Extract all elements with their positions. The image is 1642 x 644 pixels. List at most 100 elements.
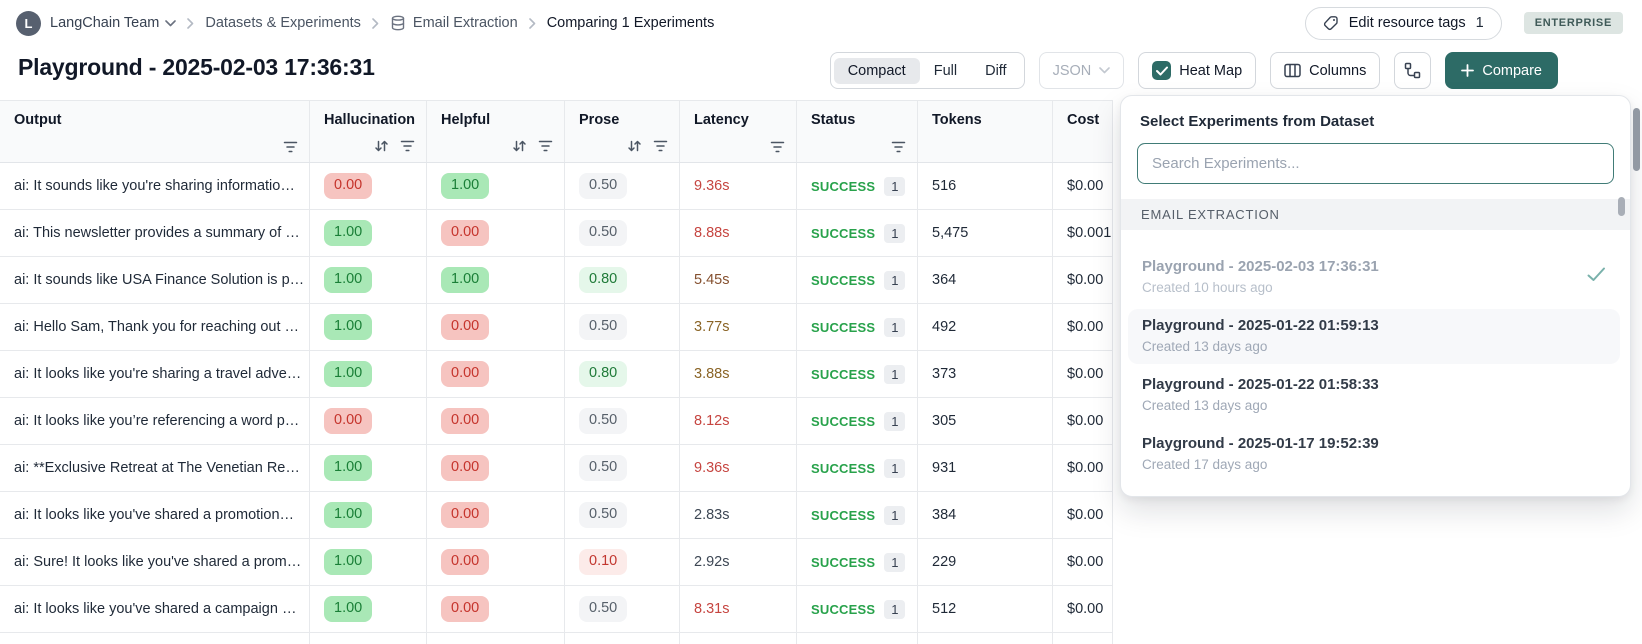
cost-cell[interactable]: $0.00: [1053, 586, 1113, 632]
helpful-cell[interactable]: 0.00: [427, 351, 565, 397]
status-cell[interactable]: SUCCESS 1: [797, 163, 918, 209]
output-cell[interactable]: ai: Sure! It looks like you've shared a …: [0, 539, 310, 585]
latency-cell[interactable]: 8.12s: [680, 398, 797, 444]
experiment-list-item[interactable]: Playground - 2025-02-03 17:36:31 Created…: [1128, 250, 1620, 305]
experiment-list-item[interactable]: Playground - 2025-01-17 19:52:39 Created…: [1128, 427, 1620, 482]
latency-cell[interactable]: 2.83s: [680, 492, 797, 538]
cost-cell[interactable]: $0.00: [1053, 492, 1113, 538]
table-row[interactable]: ai: This newsletter provides a summary o…: [0, 210, 1113, 257]
hallucination-cell[interactable]: 1.00: [310, 492, 427, 538]
sort-icon[interactable]: [374, 139, 389, 153]
hallucination-cell[interactable]: 0.00: [310, 163, 427, 209]
column-header-cost[interactable]: Cost: [1053, 101, 1113, 162]
status-cell[interactable]: SUCCESS 1: [797, 445, 918, 491]
prose-cell[interactable]: 0.50: [565, 586, 680, 632]
output-cell[interactable]: ai: It looks like you've shared a promot…: [0, 492, 310, 538]
breadcrumb-dataset[interactable]: Email Extraction: [390, 15, 518, 31]
prose-cell[interactable]: 0.50: [565, 398, 680, 444]
tokens-cell[interactable]: 931: [918, 445, 1053, 491]
panel-scrollbar-thumb[interactable]: [1618, 197, 1625, 216]
latency-cell[interactable]: 3.77s: [680, 304, 797, 350]
prose-cell[interactable]: 0.80: [565, 351, 680, 397]
prose-cell[interactable]: 0.50: [565, 445, 680, 491]
column-header-status[interactable]: Status: [797, 101, 918, 162]
output-cell[interactable]: ai: It sounds like you're sharing inform…: [0, 163, 310, 209]
status-cell[interactable]: SUCCESS 1: [797, 586, 918, 632]
compare-button[interactable]: Compare: [1445, 52, 1558, 89]
team-switcher[interactable]: LangChain Team: [50, 15, 177, 31]
output-cell[interactable]: ai: It sounds like USA Finance Solution …: [0, 257, 310, 303]
cost-cell[interactable]: $0.00: [1053, 398, 1113, 444]
output-cell[interactable]: ai: It looks like you're sharing a trave…: [0, 351, 310, 397]
prose-cell[interactable]: 0.80: [565, 257, 680, 303]
tree-view-button[interactable]: [1394, 52, 1432, 89]
helpful-cell[interactable]: 1.00: [427, 163, 565, 209]
tokens-cell[interactable]: 384: [918, 492, 1053, 538]
filter-icon[interactable]: [653, 140, 668, 152]
view-mode-diff[interactable]: Diff: [985, 62, 1007, 79]
status-cell[interactable]: SUCCESS 1: [797, 257, 918, 303]
view-mode-compact[interactable]: Compact: [833, 57, 920, 84]
helpful-cell[interactable]: 1.00: [427, 257, 565, 303]
sort-icon[interactable]: [512, 139, 527, 153]
cost-cell[interactable]: $0.00: [1053, 539, 1113, 585]
status-cell[interactable]: SUCCESS 1: [797, 398, 918, 444]
tokens-cell[interactable]: 364: [918, 257, 1053, 303]
cost-cell[interactable]: $0.00: [1053, 445, 1113, 491]
experiment-list-item[interactable]: Playground - 2025-01-22 01:59:13 Created…: [1128, 309, 1620, 364]
edit-resource-tags-button[interactable]: Edit resource tags 1: [1304, 6, 1502, 40]
prose-cell[interactable]: 0.10: [565, 539, 680, 585]
cost-cell[interactable]: $0.00: [1053, 257, 1113, 303]
helpful-cell[interactable]: 0.00: [427, 210, 565, 256]
helpful-cell[interactable]: 0.00: [427, 586, 565, 632]
hallucination-cell[interactable]: 1.00: [310, 539, 427, 585]
status-cell[interactable]: SUCCESS 1: [797, 492, 918, 538]
status-cell[interactable]: SUCCESS 1: [797, 539, 918, 585]
tokens-cell[interactable]: 373: [918, 351, 1053, 397]
tokens-cell[interactable]: 492: [918, 304, 1053, 350]
experiment-list-item[interactable]: Playground - 2025-01-22 01:58:33 Created…: [1128, 368, 1620, 423]
table-row[interactable]: ai: It looks like you’re referencing a w…: [0, 398, 1113, 445]
table-row[interactable]: ai: It looks like you've shared a promot…: [0, 492, 1113, 539]
format-select[interactable]: JSON: [1038, 52, 1125, 89]
heat-map-toggle[interactable]: Heat Map: [1138, 52, 1257, 89]
tokens-cell[interactable]: 5,475: [918, 210, 1053, 256]
search-experiments-input[interactable]: [1137, 143, 1614, 184]
cost-cell[interactable]: $0.001: [1053, 210, 1113, 256]
table-row[interactable]: ai: **Exclusive Retreat at The Venetian …: [0, 445, 1113, 492]
latency-cell[interactable]: 3.88s: [680, 351, 797, 397]
hallucination-cell[interactable]: 1.00: [310, 210, 427, 256]
filter-icon[interactable]: [400, 140, 415, 152]
latency-cell[interactable]: 8.88s: [680, 210, 797, 256]
hallucination-cell[interactable]: 1.00: [310, 586, 427, 632]
hallucination-cell[interactable]: 1.00: [310, 445, 427, 491]
filter-icon[interactable]: [283, 141, 298, 153]
helpful-cell[interactable]: 0.00: [427, 398, 565, 444]
prose-cell[interactable]: 0.50: [565, 492, 680, 538]
view-mode-full[interactable]: Full: [933, 62, 958, 79]
helpful-cell[interactable]: 0.00: [427, 539, 565, 585]
hallucination-cell[interactable]: 1.00: [310, 257, 427, 303]
column-header-output[interactable]: Output: [0, 101, 310, 162]
helpful-cell[interactable]: 0.00: [427, 304, 565, 350]
latency-cell[interactable]: 9.36s: [680, 163, 797, 209]
column-header-tokens[interactable]: Tokens: [918, 101, 1053, 162]
sort-icon[interactable]: [627, 139, 642, 153]
table-row[interactable]: ai: It sounds like USA Finance Solution …: [0, 257, 1113, 304]
columns-button[interactable]: Columns: [1270, 52, 1381, 89]
column-header-prose[interactable]: Prose: [565, 101, 680, 162]
avatar[interactable]: L: [16, 10, 41, 36]
hallucination-cell[interactable]: 1.00: [310, 351, 427, 397]
output-cell[interactable]: ai: Hello Sam, Thank you for reaching ou…: [0, 304, 310, 350]
hallucination-cell[interactable]: 1.00: [310, 304, 427, 350]
output-cell[interactable]: ai: It looks like you've shared a campai…: [0, 586, 310, 632]
prose-cell[interactable]: 0.50: [565, 210, 680, 256]
hallucination-cell[interactable]: 0.00: [310, 398, 427, 444]
table-row[interactable]: ai: It looks like you've shared a campai…: [0, 586, 1113, 633]
latency-cell[interactable]: 9.36s: [680, 445, 797, 491]
column-header-hallucination[interactable]: Hallucination: [310, 101, 427, 162]
cost-cell[interactable]: $0.00: [1053, 351, 1113, 397]
latency-cell[interactable]: 2.92s: [680, 539, 797, 585]
filter-icon[interactable]: [538, 140, 553, 152]
tokens-cell[interactable]: 305: [918, 398, 1053, 444]
